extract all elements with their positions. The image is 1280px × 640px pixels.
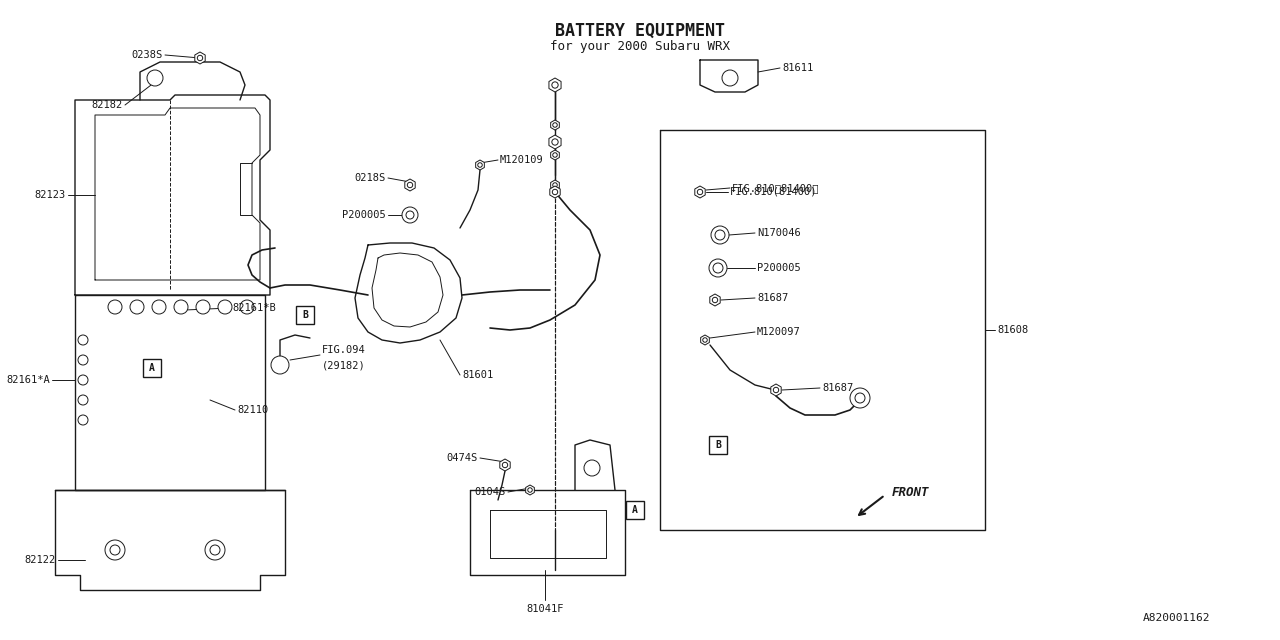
Text: 0238S: 0238S (132, 50, 163, 60)
Text: M120097: M120097 (756, 327, 801, 337)
Circle shape (108, 300, 122, 314)
Text: 82123: 82123 (35, 190, 67, 200)
Circle shape (502, 462, 508, 468)
Text: N170046: N170046 (756, 228, 801, 238)
Text: A820001162: A820001162 (1143, 613, 1210, 623)
Circle shape (553, 183, 557, 188)
Polygon shape (404, 179, 415, 191)
Circle shape (152, 300, 166, 314)
Polygon shape (195, 52, 205, 64)
Bar (296, 306, 314, 324)
Circle shape (712, 298, 718, 303)
Polygon shape (499, 459, 511, 471)
Text: for your 2000 Subaru WRX: for your 2000 Subaru WRX (550, 40, 730, 53)
Circle shape (78, 395, 88, 405)
Circle shape (131, 300, 143, 314)
Circle shape (850, 388, 870, 408)
Circle shape (552, 139, 558, 145)
Polygon shape (476, 160, 484, 170)
Polygon shape (550, 186, 561, 198)
Circle shape (773, 387, 778, 393)
Polygon shape (710, 294, 721, 306)
Bar (626, 501, 644, 519)
Polygon shape (526, 485, 534, 495)
Text: M120109: M120109 (500, 155, 544, 165)
Circle shape (722, 70, 739, 86)
Text: 0104S: 0104S (475, 487, 506, 497)
Polygon shape (771, 384, 781, 396)
Text: BATTERY EQUIPMENT: BATTERY EQUIPMENT (556, 22, 724, 40)
Bar (143, 359, 161, 377)
Text: FRONT: FRONT (892, 486, 929, 499)
Text: A: A (632, 505, 637, 515)
Circle shape (477, 163, 483, 167)
Text: 81601: 81601 (462, 370, 493, 380)
Circle shape (210, 545, 220, 555)
Polygon shape (549, 135, 561, 149)
Circle shape (710, 226, 730, 244)
Polygon shape (550, 150, 559, 160)
Circle shape (716, 230, 724, 240)
Text: 81687: 81687 (822, 383, 854, 393)
Circle shape (698, 189, 703, 195)
Circle shape (78, 335, 88, 345)
Circle shape (197, 55, 202, 61)
Circle shape (174, 300, 188, 314)
Circle shape (241, 300, 253, 314)
Text: 81608: 81608 (997, 325, 1028, 335)
Circle shape (552, 82, 558, 88)
Circle shape (78, 355, 88, 365)
Text: 82161*B: 82161*B (232, 303, 275, 313)
Circle shape (110, 545, 120, 555)
Circle shape (584, 460, 600, 476)
Circle shape (402, 207, 419, 223)
Polygon shape (550, 180, 559, 190)
Text: FIG.810(81400): FIG.810(81400) (730, 187, 818, 197)
Circle shape (218, 300, 232, 314)
Polygon shape (695, 186, 705, 198)
Text: 82122: 82122 (24, 555, 56, 565)
Circle shape (196, 300, 210, 314)
Circle shape (713, 263, 723, 273)
Text: A: A (148, 363, 155, 373)
Polygon shape (549, 78, 561, 92)
Text: 0474S: 0474S (447, 453, 477, 463)
Text: FIG.810〈81400〉: FIG.810〈81400〉 (732, 183, 819, 193)
Circle shape (407, 182, 412, 188)
Circle shape (709, 259, 727, 277)
Polygon shape (550, 120, 559, 130)
Text: 0218S: 0218S (355, 173, 387, 183)
Text: P200005: P200005 (756, 263, 801, 273)
Circle shape (553, 153, 557, 157)
Text: B: B (716, 440, 721, 450)
Text: P200005: P200005 (342, 210, 387, 220)
Text: 81611: 81611 (782, 63, 813, 73)
Circle shape (205, 540, 225, 560)
Circle shape (855, 393, 865, 403)
Text: (29182): (29182) (323, 360, 366, 370)
Bar (709, 436, 727, 454)
Text: 82182: 82182 (92, 100, 123, 110)
Text: 82161*A: 82161*A (6, 375, 50, 385)
Circle shape (527, 488, 532, 492)
Text: 82110: 82110 (237, 405, 269, 415)
Circle shape (406, 211, 413, 219)
Circle shape (105, 540, 125, 560)
Polygon shape (700, 335, 709, 345)
Text: FIG.094: FIG.094 (323, 345, 366, 355)
Text: 81041F: 81041F (526, 604, 563, 614)
Circle shape (271, 356, 289, 374)
Circle shape (703, 338, 708, 342)
Text: B: B (302, 310, 308, 320)
Circle shape (147, 70, 163, 86)
Circle shape (78, 375, 88, 385)
Circle shape (552, 189, 558, 195)
Text: 81687: 81687 (756, 293, 788, 303)
Circle shape (553, 123, 557, 127)
Circle shape (78, 415, 88, 425)
